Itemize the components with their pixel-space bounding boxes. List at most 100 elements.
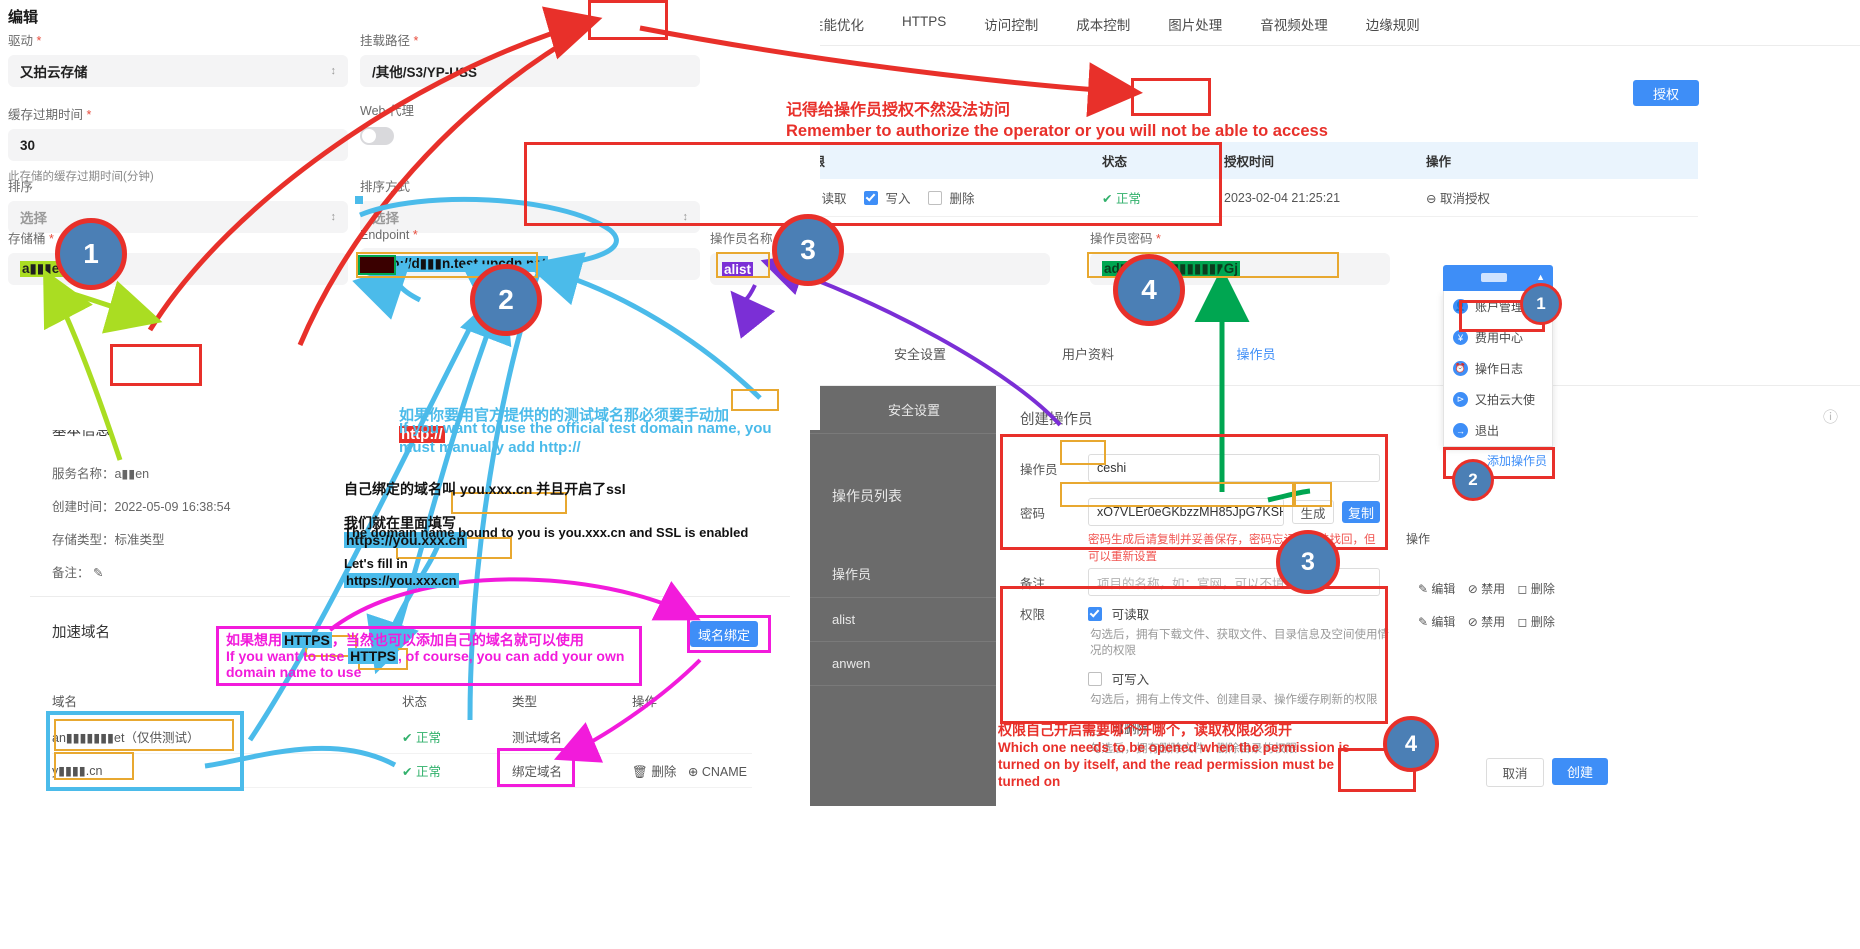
create-button[interactable]: 创建 xyxy=(1552,758,1608,785)
tab-image-process[interactable]: 图片处理 xyxy=(1168,18,1223,33)
domain-delete-label[interactable]: 删除 xyxy=(651,764,677,779)
domain-cname-label[interactable]: CNAME xyxy=(701,764,747,779)
account-sidebar: 安全设置 操作员列表 操作员 alist anwen xyxy=(806,386,996,806)
operator-password-field: 操作员密码 * ad▮▮▮▮▮▮▮▮▮▮▮▮▮▮Gj xyxy=(1090,228,1390,285)
perm-can-delete-desc: 勾选后，拥有删除文件、删除目录的权限 xyxy=(1090,743,1297,755)
tab-cost-control[interactable]: 成本控制 xyxy=(1076,18,1131,33)
menu-item-account[interactable]: 👤 账户管理 xyxy=(1444,291,1552,322)
cache-expire-input[interactable]: 30 xyxy=(8,129,348,161)
bind-domain-button[interactable]: 域名绑定 xyxy=(690,621,758,647)
user-menu-header[interactable]: ▲ xyxy=(1443,265,1553,291)
clock-icon: ⏰ xyxy=(1453,361,1468,376)
tab-av-process[interactable]: 音视频处理 xyxy=(1260,18,1328,33)
cancel-auth-icon: ⊖ xyxy=(1426,192,1437,206)
cancel-button[interactable]: 取消 xyxy=(1486,758,1544,787)
domain-row-2-status: ✔ 正常 xyxy=(402,764,441,779)
form-title: 编辑 xyxy=(8,9,39,26)
account-operator-area: 安全设置 用户资料 操作员 安全设置 操作员列表 操作员 alist anwen… xyxy=(806,290,1860,948)
operator-name-input[interactable]: ceshi xyxy=(1088,454,1380,482)
domain-row-2-name: y▮▮▮▮.cn xyxy=(52,763,103,778)
delete-icon-2[interactable]: ◻ xyxy=(1517,615,1528,629)
alist-operator-name-input[interactable]: alist xyxy=(710,253,1050,285)
alist-operator-password-input[interactable]: ad▮▮▮▮▮▮▮▮▮▮▮▮▮▮Gj xyxy=(1090,253,1390,285)
web-proxy-label: Web 代理 xyxy=(360,104,414,118)
menu-item-logout[interactable]: → 退出 xyxy=(1444,415,1552,446)
modal-permissions-block: 权限 可读取 勾选后，拥有下载文件、获取文件、目录信息及空间使用情况的权限 可写… xyxy=(1020,604,1400,756)
cname-icon[interactable]: ⊕ xyxy=(687,764,699,779)
perm-write-row[interactable]: 可写入 xyxy=(1088,669,1400,688)
copy-password-button[interactable]: 复制 xyxy=(1342,501,1380,523)
operator-row-actions-1[interactable]: ✎ 编辑 ⊘ 禁用 ◻ 删除 xyxy=(1418,580,1555,597)
menu-item-logs[interactable]: ⏰ 操作日志 xyxy=(1444,353,1552,384)
yuan-icon: ¥ xyxy=(1453,330,1468,345)
domain-row-2-action[interactable]: 🗑 删除 ⊕ CNAME xyxy=(632,761,747,780)
menu-item-ambassador[interactable]: ⊳ 又拍云大使 xyxy=(1444,384,1552,415)
add-operator-link[interactable]: 添加操作员 xyxy=(1487,454,1548,468)
delete-label-1[interactable]: 删除 xyxy=(1530,582,1555,596)
endpoint-label: Endpoint * xyxy=(360,228,418,242)
edit-icon-2[interactable]: ✎ xyxy=(1418,615,1429,629)
driver-select[interactable]: 又拍云存储 ↕ xyxy=(8,55,348,87)
col-status: 状态 xyxy=(1096,142,1218,179)
web-proxy-toggle[interactable] xyxy=(360,127,394,145)
checkbox-can-read[interactable] xyxy=(1088,607,1102,621)
tab-edge-rule[interactable]: 边缘规则 xyxy=(1365,18,1420,33)
modal-operator-row: 操作员 ceshi xyxy=(1020,454,1380,482)
driver-field: 驱动 * 又拍云存储 ↕ xyxy=(8,30,348,87)
perm-delete-row[interactable]: 可删除 xyxy=(1088,718,1400,737)
tab-user-profile[interactable]: 用户资料 xyxy=(1061,347,1114,362)
sidebar-operator-alist[interactable]: alist xyxy=(806,598,996,642)
disable-icon-2[interactable]: ⊘ xyxy=(1467,615,1478,629)
order-by-value: 选择 xyxy=(372,211,399,226)
disable-label-1[interactable]: 禁用 xyxy=(1481,582,1506,596)
delete-icon-1[interactable]: ◻ xyxy=(1517,582,1528,596)
endpoint-input[interactable]: http://d▮▮▮n.test.upcdn.net xyxy=(360,248,700,280)
edit-icon-1[interactable]: ✎ xyxy=(1418,582,1429,596)
bucket-field: 存储桶 * a▮▮▮en xyxy=(8,228,348,285)
disable-icon-1[interactable]: ⊘ xyxy=(1467,582,1478,596)
edit-pencil-icon[interactable]: ✎ xyxy=(93,566,104,580)
delete-icon[interactable]: 🗑 xyxy=(632,764,648,779)
tab-operator[interactable]: 操作员 xyxy=(1236,347,1276,362)
sidebar-operator-anwen[interactable]: anwen xyxy=(806,642,996,686)
tab-access-control[interactable]: 访问控制 xyxy=(984,18,1039,33)
mount-path-input[interactable]: /其他/S3/YP-USS xyxy=(360,55,700,87)
generate-password-button[interactable]: 生成 xyxy=(1292,500,1334,524)
edit-label-2[interactable]: 编辑 xyxy=(1431,615,1456,629)
menu-item-billing[interactable]: ¥ 费用中心 xyxy=(1444,322,1552,353)
cell-status: ✔ 正常 xyxy=(1096,179,1218,217)
domain-row-1-status: ✔ 正常 xyxy=(402,730,441,745)
bucket-input[interactable]: a▮▮▮en xyxy=(8,253,348,285)
checkbox-can-delete[interactable] xyxy=(1088,721,1102,735)
cell-action[interactable]: ⊖ 取消授权 xyxy=(1420,179,1698,217)
perm-can-delete-label: 可删除 xyxy=(1111,722,1150,736)
cancel-auth-link[interactable]: 取消授权 xyxy=(1439,192,1490,206)
domain-row-2-status-text: 正常 xyxy=(415,764,441,779)
tab-https[interactable]: HTTPS xyxy=(902,14,947,29)
basic-storage-type: 存储类型：标准类型 xyxy=(52,533,165,547)
perm-read-row[interactable]: 可读取 xyxy=(1088,604,1400,623)
disable-label-2[interactable]: 禁用 xyxy=(1481,615,1506,629)
operator-row-actions-2[interactable]: ✎ 编辑 ⊘ 禁用 ◻ 删除 xyxy=(1418,613,1555,630)
checkbox-can-write[interactable] xyxy=(1088,672,1102,686)
user-menu-list[interactable]: 👤 账户管理 ¥ 费用中心 ⏰ 操作日志 ⊳ 又拍云大使 → 退出 xyxy=(1443,291,1553,447)
edit-label-1[interactable]: 编辑 xyxy=(1431,582,1456,596)
account-tabs[interactable]: 安全设置 用户资料 操作员 xyxy=(806,290,1860,363)
delete-label-2[interactable]: 删除 xyxy=(1530,615,1555,629)
checkbox-delete[interactable] xyxy=(927,191,942,205)
order-by-label: 排序方式 xyxy=(360,180,411,194)
sidebar-security-settings[interactable]: 安全设置 xyxy=(806,386,996,434)
remark-input[interactable]: 项目的名称，如：官网，可以不填 xyxy=(1088,568,1380,596)
domain-row-1-name: an▮▮▮▮▮▮▮et（仅供测试） xyxy=(52,730,200,745)
password-input[interactable]: xO7VLEr0eGKbzzMH85JpG7KSHhJzMoSg xyxy=(1088,498,1284,526)
order-by-field: 排序方式 选择 ↕ xyxy=(360,176,700,233)
perm-can-read-label: 可读取 xyxy=(1111,608,1150,622)
tab-security-settings[interactable]: 安全设置 xyxy=(893,347,946,362)
authorize-button[interactable]: 授权 xyxy=(1633,80,1699,106)
alist-operator-name-value: alist xyxy=(722,261,754,277)
cell-auth-time: 2023-02-04 21:25:21 xyxy=(1218,179,1420,217)
checkbox-write[interactable] xyxy=(863,191,878,205)
domain-row-1-type: 测试域名 xyxy=(512,730,563,745)
tabs-divider xyxy=(510,45,1860,46)
close-icon[interactable]: ⓘ xyxy=(1822,409,1838,426)
